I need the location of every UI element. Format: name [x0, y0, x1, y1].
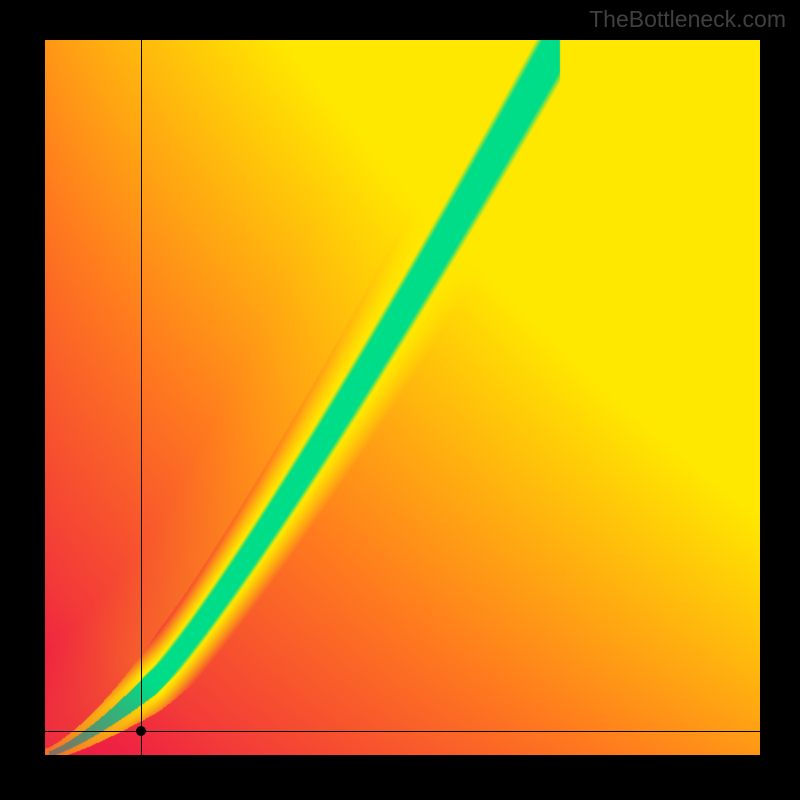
crosshair-dot — [136, 726, 146, 736]
crosshair-vertical — [141, 40, 142, 755]
plot-area — [45, 40, 760, 755]
crosshair-horizontal — [45, 731, 760, 732]
chart-container: TheBottleneck.com — [0, 0, 800, 800]
watermark-text: TheBottleneck.com — [589, 6, 786, 33]
heatmap-canvas — [45, 40, 760, 755]
